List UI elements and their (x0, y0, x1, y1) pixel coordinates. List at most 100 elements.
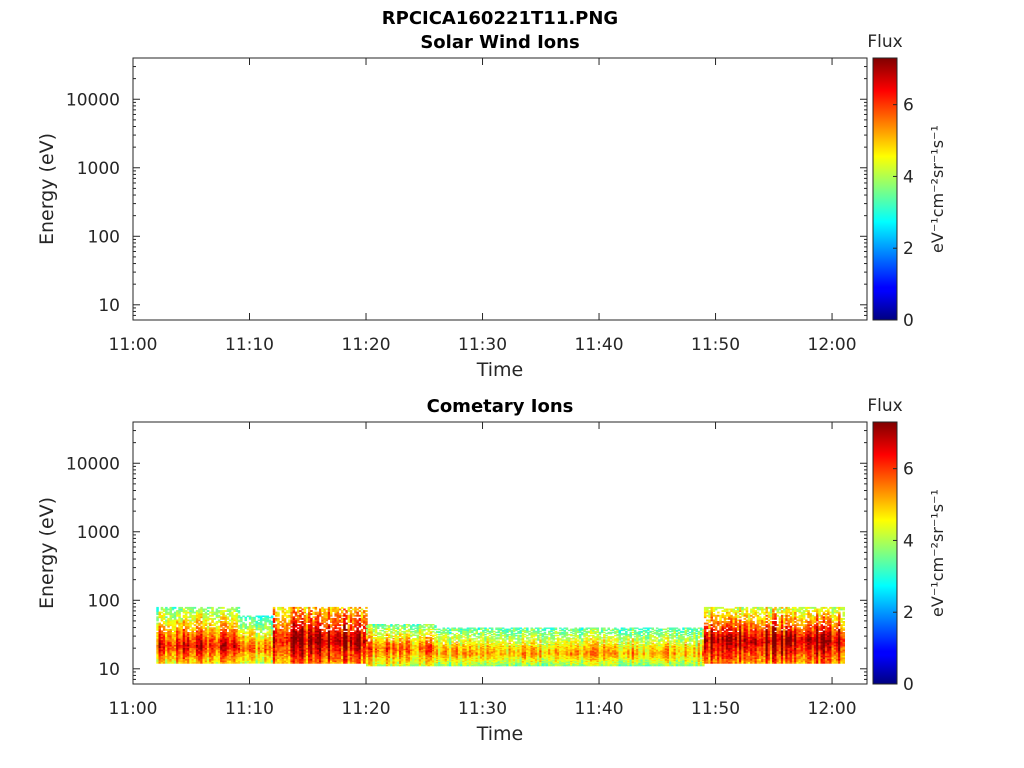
heatmap-cell (187, 639, 190, 642)
heatmap-cell (173, 654, 177, 656)
heatmap-cell (449, 655, 452, 657)
heatmap-cell (169, 649, 172, 652)
heatmap-cell (477, 632, 481, 635)
heatmap-cell (377, 632, 380, 634)
heatmap-cell (169, 628, 172, 631)
heatmap-cell (365, 619, 368, 622)
heatmap-cell (345, 655, 348, 658)
heatmap-cell (301, 633, 304, 636)
heatmap-cell (198, 654, 201, 656)
heatmap-cell (160, 616, 164, 619)
heatmap-cell (275, 661, 278, 664)
heatmap-cell (228, 635, 232, 637)
heatmap-cell (314, 625, 318, 628)
heatmap-cell (416, 648, 420, 650)
heatmap-cell (377, 640, 380, 642)
heatmap-cell (294, 639, 298, 642)
heatmap-cell (477, 664, 481, 667)
heatmap-cell (401, 635, 404, 638)
heatmap-cell (336, 608, 340, 611)
heatmap-cell (484, 640, 487, 642)
heatmap-cell (165, 608, 168, 611)
heatmap-cell (233, 630, 236, 633)
heatmap-cell (429, 642, 433, 645)
y-tick-label: 100 (88, 227, 120, 247)
heatmap-cell (435, 645, 439, 648)
heatmap-cell (446, 651, 450, 653)
heatmap-cell (279, 652, 282, 655)
heatmap-cell (251, 662, 254, 664)
heatmap-cell (209, 638, 212, 641)
heatmap-cell (403, 634, 406, 636)
heatmap-cell (237, 611, 241, 614)
heatmap-cell (200, 641, 203, 644)
heatmap-cell (425, 652, 428, 654)
heatmap-cell (418, 629, 422, 632)
heatmap-cell (253, 628, 256, 631)
heatmap-cell (305, 639, 309, 642)
heatmap-cell (191, 646, 194, 648)
heatmap-cell (176, 635, 179, 637)
heatmap-cell (473, 650, 476, 652)
heatmap-cell (206, 646, 210, 648)
heatmap-cell (228, 627, 232, 630)
heatmap-cell (358, 650, 362, 653)
heatmap-cell (464, 661, 467, 664)
heatmap-cell (158, 657, 161, 659)
heatmap-cell (308, 641, 311, 644)
heatmap-cell (209, 614, 212, 617)
heatmap-cell (484, 648, 487, 651)
heatmap-cell (222, 644, 225, 647)
heatmap-cell (334, 611, 337, 614)
heatmap-cell (171, 661, 175, 664)
heatmap-cell (334, 610, 337, 612)
heatmap-cell (421, 642, 424, 645)
heatmap-cell (327, 614, 331, 617)
heatmap-cell (399, 640, 402, 642)
heatmap-cell (211, 643, 214, 645)
heatmap-cell (259, 627, 263, 630)
heatmap-cell (244, 647, 247, 649)
heatmap-cell (349, 661, 353, 664)
heatmap-cell (290, 655, 293, 658)
heatmap-cell (237, 639, 241, 641)
heatmap-cell (327, 630, 331, 633)
heatmap-cell (220, 658, 223, 661)
heatmap-cell (195, 646, 199, 648)
heatmap-cell (220, 616, 223, 619)
heatmap-cell (283, 658, 287, 661)
heatmap-cell (435, 655, 439, 657)
heatmap-cell (383, 641, 387, 643)
heatmap-cell (184, 657, 188, 659)
heatmap-cell (222, 611, 225, 614)
heatmap-cell (270, 630, 274, 632)
heatmap-cell (460, 661, 463, 664)
heatmap-cell (370, 662, 373, 664)
heatmap-cell (211, 647, 214, 650)
heatmap-cell (407, 641, 411, 643)
heatmap-cell (235, 616, 238, 619)
heatmap-cell (200, 649, 203, 652)
heatmap-cell (401, 649, 404, 652)
heatmap-cell (473, 641, 476, 643)
heatmap-cell (299, 661, 302, 664)
heatmap-cell (231, 635, 234, 637)
heatmap-cell (288, 644, 291, 647)
heatmap-cell (270, 654, 274, 656)
heatmap-cell (316, 627, 320, 630)
heatmap-cell (372, 660, 376, 662)
heatmap-cell (158, 611, 161, 614)
heatmap-cell (338, 636, 342, 639)
heatmap-cell (381, 647, 384, 649)
heatmap-cell (360, 643, 364, 645)
heatmap-cell (303, 610, 307, 612)
heatmap-cell (460, 651, 463, 653)
heatmap-cell (358, 644, 362, 647)
heatmap-cell (442, 659, 445, 661)
heatmap-cell (187, 646, 190, 648)
heatmap-cell (215, 616, 219, 619)
heatmap-cell (327, 617, 331, 620)
heatmap-cell (416, 657, 420, 660)
heatmap-cell (354, 655, 357, 658)
heatmap-cell (449, 628, 452, 630)
